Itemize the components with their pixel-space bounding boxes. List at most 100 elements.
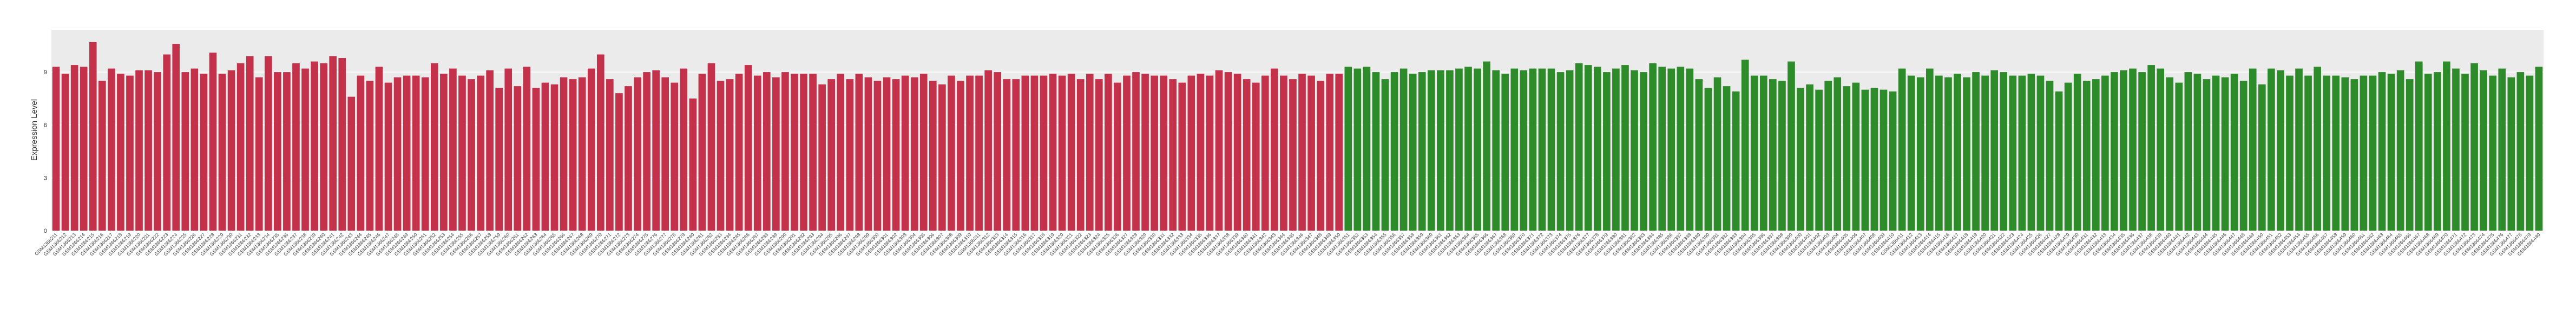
bar bbox=[2092, 79, 2100, 231]
bar bbox=[1271, 68, 1278, 231]
bar bbox=[2046, 81, 2054, 231]
bar bbox=[1990, 70, 1999, 231]
bar bbox=[2175, 82, 2183, 231]
bar bbox=[1981, 75, 1989, 231]
bar bbox=[1252, 82, 1260, 231]
bar bbox=[1464, 67, 1472, 231]
bar bbox=[680, 68, 688, 231]
bar bbox=[2314, 67, 2321, 231]
bar bbox=[1307, 75, 1315, 231]
bar bbox=[1649, 63, 1657, 231]
bar bbox=[1067, 74, 1075, 231]
bar bbox=[873, 81, 882, 231]
bar bbox=[1178, 82, 1186, 231]
bar bbox=[1788, 61, 1795, 231]
bar bbox=[135, 70, 143, 231]
bar bbox=[661, 77, 669, 231]
bar bbox=[89, 42, 97, 231]
bar bbox=[209, 53, 217, 231]
bar bbox=[984, 70, 992, 231]
bar bbox=[2332, 75, 2340, 231]
bar bbox=[1261, 75, 1269, 231]
bar bbox=[1003, 79, 1011, 231]
bar bbox=[393, 77, 402, 231]
bar bbox=[1363, 67, 1371, 231]
bar bbox=[1880, 89, 1888, 231]
bar bbox=[929, 81, 937, 231]
bar bbox=[181, 72, 189, 231]
bar bbox=[1640, 72, 1647, 231]
bar bbox=[2203, 79, 2211, 231]
bar bbox=[2535, 67, 2543, 231]
bar bbox=[1686, 68, 1694, 231]
bar bbox=[652, 70, 660, 231]
bar bbox=[108, 68, 115, 231]
bar bbox=[726, 79, 734, 231]
bar bbox=[1935, 75, 1943, 231]
bar bbox=[2369, 75, 2377, 231]
bar bbox=[1695, 79, 1703, 231]
bar bbox=[1520, 70, 1528, 231]
bar bbox=[578, 77, 586, 231]
bar bbox=[421, 77, 429, 231]
plot-background bbox=[51, 30, 2544, 231]
bar bbox=[2249, 68, 2257, 231]
bar bbox=[2452, 68, 2460, 231]
bar bbox=[948, 75, 955, 231]
bar bbox=[1335, 74, 1343, 231]
bar bbox=[1197, 74, 1205, 231]
bar bbox=[2507, 77, 2515, 231]
bar bbox=[772, 77, 780, 231]
bar bbox=[1280, 75, 1287, 231]
bar bbox=[495, 88, 503, 231]
bar bbox=[2461, 74, 2469, 231]
bar bbox=[430, 63, 438, 231]
bar bbox=[1750, 75, 1758, 231]
bar bbox=[1584, 65, 1592, 231]
bar bbox=[70, 65, 78, 231]
bar bbox=[458, 75, 466, 231]
bar bbox=[1556, 72, 1565, 231]
bar bbox=[2295, 68, 2303, 231]
bar bbox=[1547, 68, 1555, 231]
bar bbox=[587, 68, 595, 231]
bar bbox=[1353, 68, 1362, 231]
bar bbox=[1123, 75, 1131, 231]
bar bbox=[1806, 84, 1813, 231]
bar bbox=[255, 77, 263, 231]
bar bbox=[781, 72, 789, 231]
bar bbox=[357, 75, 365, 231]
bar bbox=[1114, 82, 1121, 231]
bar bbox=[1926, 68, 1934, 231]
bar bbox=[227, 70, 235, 231]
bar bbox=[1963, 77, 1970, 231]
bar bbox=[707, 63, 715, 231]
bar bbox=[615, 93, 623, 231]
bar bbox=[403, 75, 411, 231]
bar bbox=[2184, 72, 2192, 231]
bar bbox=[2120, 70, 2127, 231]
bar bbox=[541, 82, 549, 231]
bar bbox=[625, 86, 632, 231]
bar bbox=[1381, 79, 1389, 231]
bar bbox=[301, 68, 309, 231]
bar bbox=[320, 63, 327, 231]
bar bbox=[763, 72, 771, 231]
bar bbox=[2221, 77, 2229, 231]
bar bbox=[1326, 74, 1334, 231]
bar bbox=[606, 79, 614, 231]
bar bbox=[1483, 61, 1490, 231]
bar bbox=[1427, 70, 1435, 231]
bar bbox=[2434, 72, 2441, 231]
bar bbox=[2009, 75, 2017, 231]
bar bbox=[1049, 74, 1057, 231]
bar bbox=[1603, 72, 1611, 231]
bar bbox=[1575, 63, 1583, 231]
bar bbox=[837, 74, 845, 231]
bar bbox=[2304, 75, 2312, 231]
bar bbox=[1151, 75, 1158, 231]
bar bbox=[2239, 81, 2248, 231]
bar bbox=[1095, 79, 1103, 231]
bar bbox=[864, 77, 872, 231]
bar bbox=[2406, 79, 2414, 231]
